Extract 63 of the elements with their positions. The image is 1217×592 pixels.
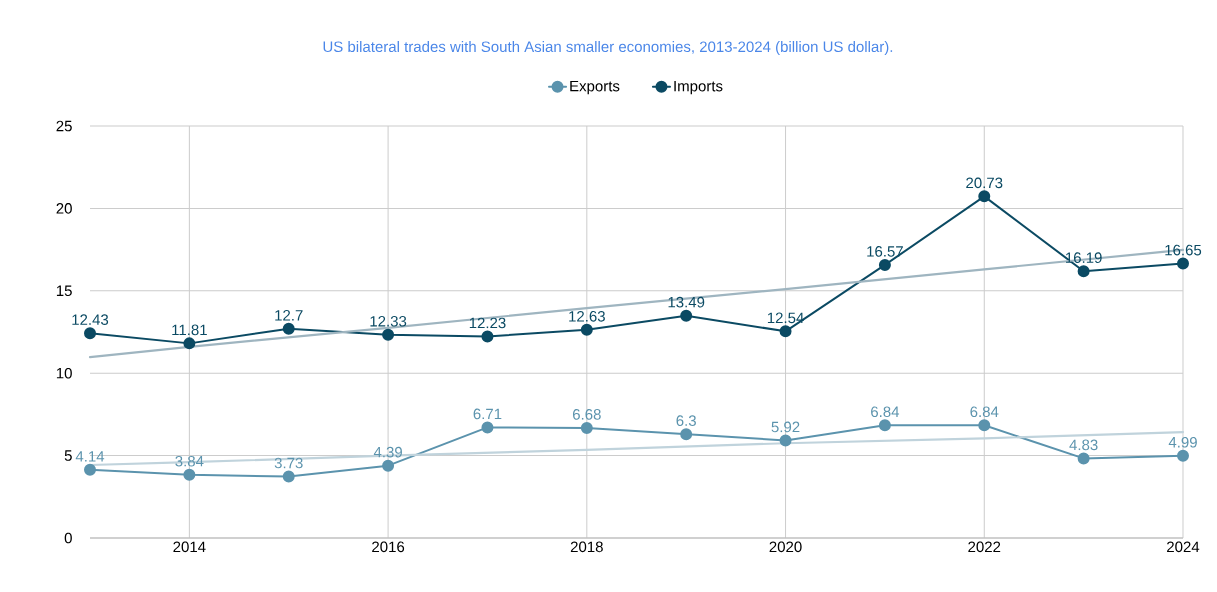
point — [1176, 257, 1189, 270]
data-label: 4.39 — [373, 446, 402, 458]
point — [183, 468, 196, 481]
data-label: 6.3 — [676, 415, 696, 426]
data-label: 4.83 — [1069, 439, 1098, 451]
x-tick-label: 2024 — [1167, 541, 1200, 553]
point — [978, 419, 991, 432]
data-label: 13.49 — [668, 296, 705, 308]
point — [580, 421, 593, 434]
data-label: 11.81 — [172, 324, 207, 336]
point — [282, 470, 295, 483]
data-label: 3.73 — [274, 457, 303, 469]
data-label: 6.84 — [970, 406, 999, 418]
data-label: 20.73 — [966, 177, 1003, 189]
y-tick-label: 25 — [56, 120, 72, 132]
data-label: 4.14 — [75, 451, 105, 462]
x-tick-label: 2014 — [173, 541, 206, 553]
x-tick-label: 2018 — [570, 541, 603, 553]
point — [481, 421, 494, 434]
point — [282, 322, 295, 335]
data-label: 12.23 — [469, 317, 506, 329]
y-tick-label: 20 — [56, 203, 72, 214]
data-label: 12.43 — [72, 314, 109, 325]
point — [779, 434, 792, 447]
point — [1077, 452, 1090, 465]
data-label: 12.63 — [569, 311, 605, 322]
data-label: 16.65 — [1165, 244, 1202, 256]
point — [978, 190, 991, 203]
data-label: 4.99 — [1168, 436, 1197, 448]
y-tick-label: 0 — [64, 532, 72, 544]
data-label: 12.33 — [370, 315, 407, 327]
legend-label: Exports — [570, 80, 620, 95]
data-label: 16.19 — [1066, 252, 1102, 263]
data-label: 5.92 — [771, 421, 800, 433]
data-label: 6.84 — [871, 406, 900, 418]
point — [1077, 265, 1090, 278]
point — [481, 330, 494, 343]
point — [878, 258, 891, 271]
x-tick-label: 2022 — [968, 541, 1001, 553]
data-label: 16.57 — [867, 246, 903, 257]
point — [580, 323, 593, 336]
y-tick-label: 10 — [56, 367, 72, 379]
y-tick-label: 15 — [56, 285, 72, 297]
x-tick-label: 2020 — [769, 541, 802, 553]
point — [779, 325, 792, 338]
point — [680, 309, 693, 322]
point — [84, 463, 96, 476]
point — [680, 428, 693, 441]
point — [84, 327, 96, 340]
legend-label: Imports — [674, 80, 723, 95]
x-tick-label: 2016 — [372, 541, 405, 553]
point — [183, 337, 196, 350]
chart-title: US bilateral trades with South Asian smaller economies, 2013-2024 (billion US dollar). — [323, 41, 893, 55]
data-label: 12.7 — [275, 310, 303, 321]
y-tick-label: 5 — [64, 450, 72, 461]
point — [382, 459, 395, 472]
point — [1176, 449, 1189, 462]
point — [878, 419, 891, 432]
data-label: 6.71 — [473, 408, 502, 420]
data-label: 6.68 — [572, 409, 601, 420]
data-label: 3.84 — [175, 455, 204, 467]
point — [382, 328, 395, 341]
data-label: 12.54 — [767, 312, 804, 324]
